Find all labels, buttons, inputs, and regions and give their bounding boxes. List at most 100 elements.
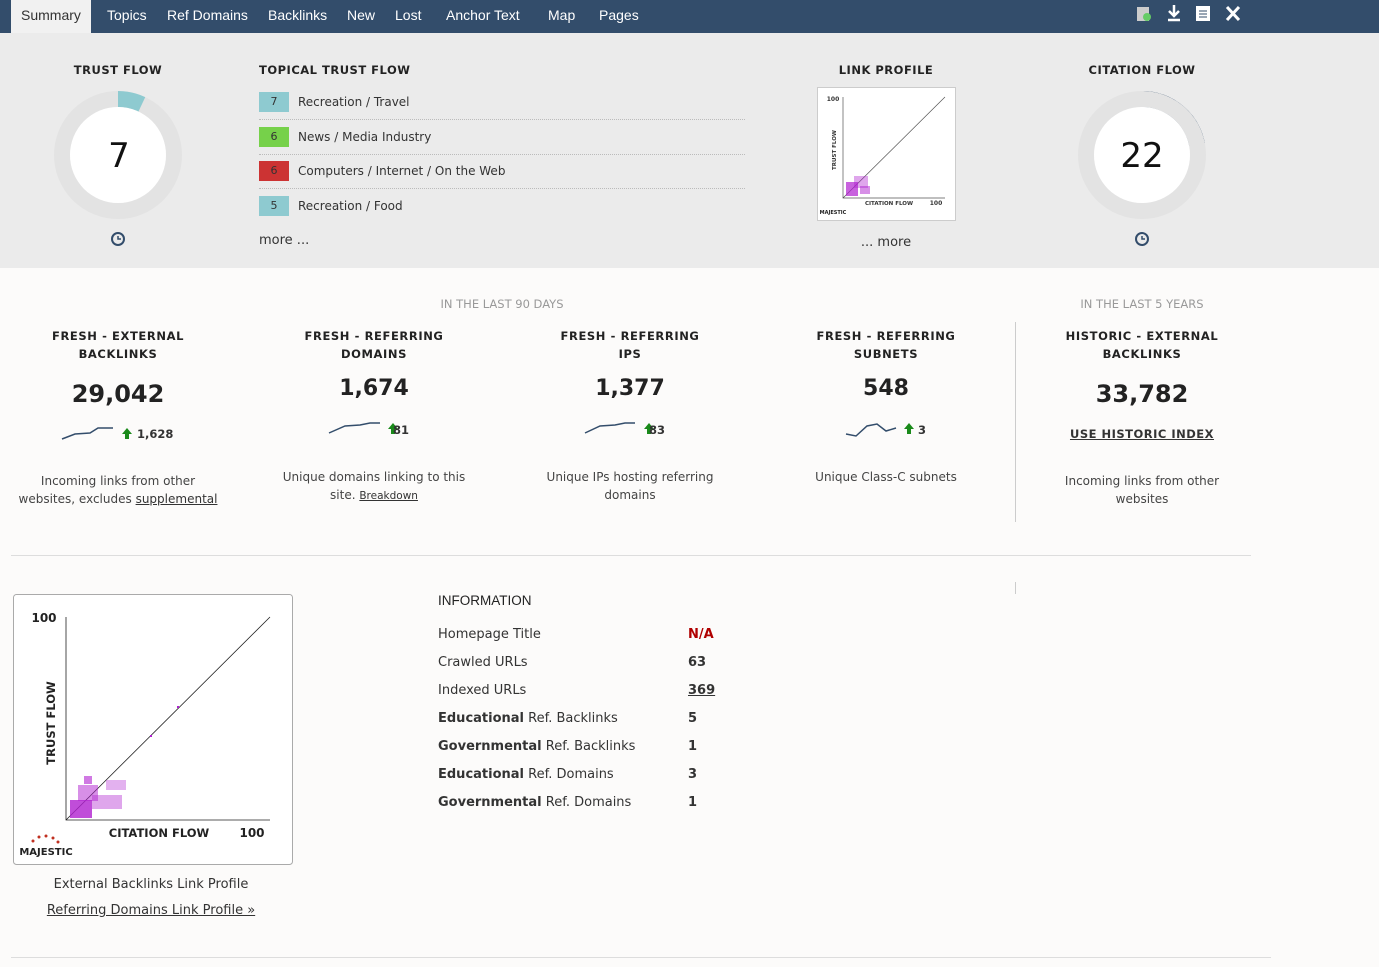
- stat-description: Incoming links from other websites, exclu…: [19, 472, 218, 508]
- info-label-text: Indexed URLs: [438, 683, 527, 698]
- stat-title-line: FRESH - REFERRING: [816, 329, 956, 343]
- stat-title-line: BACKLINKS: [1102, 347, 1182, 361]
- topic-score: 6: [259, 161, 289, 181]
- desc-text: Unique Class-C subnets: [815, 470, 957, 484]
- topic-label: News / Media Industry: [298, 129, 432, 144]
- separator: [259, 119, 745, 120]
- tab[interactable]: Lost: [395, 7, 422, 23]
- stat-description: Unique domains linking to this site. Brea…: [283, 468, 466, 505]
- info-label-bold: Governmental: [438, 795, 542, 810]
- stat-description: Incoming links from other websites: [1065, 472, 1219, 508]
- thumb-y-max: 100: [827, 96, 840, 103]
- sparkline: [328, 422, 380, 434]
- y-max: 100: [31, 611, 56, 625]
- nav-bar: Summary Topics Ref Domains Backlinks New…: [0, 0, 1379, 35]
- stat-title-line: FRESH - EXTERNAL: [52, 329, 184, 343]
- period-label: IN THE LAST 5 YEARS: [1080, 297, 1204, 311]
- chart-link[interactable]: Referring Domains Link Profile »: [46, 903, 256, 918]
- historic-link[interactable]: USE HISTORIC INDEX: [1069, 427, 1215, 441]
- info-label: Governmental Ref. Backlinks: [438, 739, 635, 754]
- tab[interactable]: Map: [548, 7, 576, 23]
- desc-link[interactable]: supplemental: [135, 492, 218, 506]
- chart-points: [70, 706, 179, 818]
- topic-score: 5: [259, 195, 289, 216]
- tab[interactable]: Pages: [599, 7, 639, 23]
- desc-link[interactable]: Breakdown: [359, 490, 418, 502]
- stat-title-line: FRESH - REFERRING: [560, 329, 700, 343]
- gauge-value: 7: [108, 136, 130, 176]
- gauge-title: TRUST FLOW: [73, 63, 163, 77]
- tab[interactable]: New: [347, 7, 376, 23]
- sparkline: [584, 422, 635, 434]
- stat-title-line: FRESH - REFERRING: [304, 329, 444, 343]
- topic-label: Computers / Internet / On the Web: [298, 164, 506, 178]
- info-label-text: Ref. Backlinks: [541, 739, 636, 754]
- tools-icon[interactable]: [1225, 5, 1241, 22]
- section-title: TOPICAL TRUST FLOW: [259, 63, 411, 77]
- stat-change: 3: [918, 423, 927, 437]
- desc-line: domains: [547, 486, 714, 504]
- stat-title: FRESH - EXTERNAL BACKLINKS: [52, 327, 184, 363]
- tab[interactable]: Anchor Text: [446, 7, 520, 23]
- topic-score: 7: [259, 92, 289, 112]
- desc-line: websites: [1115, 492, 1169, 506]
- thumb-x-max: 100: [930, 200, 943, 207]
- desc-line: Unique domains linking to this: [283, 468, 466, 486]
- stat-description: Unique Class-C subnets: [815, 468, 957, 486]
- info-label: Crawled URLs: [438, 655, 528, 670]
- gauge-arc: [117, 91, 146, 112]
- tab[interactable]: Topics: [107, 7, 147, 23]
- info-value: 3: [688, 767, 698, 782]
- stat-value: 1,674: [339, 376, 409, 401]
- tab[interactable]: Ref Domains: [167, 7, 248, 23]
- stat-title-line: BACKLINKS: [78, 347, 158, 361]
- gauge-value: 22: [1120, 136, 1164, 176]
- info-label: Homepage Title: [438, 627, 541, 642]
- info-value: N/A: [688, 627, 714, 642]
- download-icon[interactable]: [1168, 5, 1180, 22]
- desc-line: site. Breakdown: [283, 486, 466, 505]
- desc-text: websites, excludes: [18, 492, 136, 506]
- gauge-center: [1094, 107, 1190, 203]
- x-label: CITATION FLOW: [109, 826, 210, 840]
- desc-line: Incoming links from other: [19, 472, 218, 490]
- chart-caption: External Backlinks Link Profile: [53, 877, 249, 892]
- stat-title: FRESH - REFERRING IPS: [561, 327, 700, 363]
- desc-text: Unique IPs hosting referring: [546, 470, 714, 484]
- desc-line: Incoming links from other: [1064, 474, 1220, 488]
- info-value: 1: [688, 795, 698, 810]
- desc-line: websites, excludes supplemental: [19, 490, 218, 508]
- desc-text: domains: [604, 488, 656, 502]
- info-label-bold: Governmental: [438, 739, 542, 754]
- thumb-brand: MAJESTIC: [820, 210, 847, 216]
- history-icon[interactable]: [111, 232, 125, 246]
- separator: [259, 153, 745, 155]
- separator: [259, 188, 745, 189]
- tab[interactable]: Backlinks: [268, 7, 328, 23]
- gauge-title: CITATION FLOW: [1088, 63, 1196, 77]
- chart-axes: [65, 616, 271, 821]
- info-label-text: Ref. Domains: [541, 795, 632, 810]
- info-value[interactable]: 369: [688, 683, 716, 698]
- topic-score: 6: [259, 126, 289, 147]
- info-value: 1: [688, 739, 698, 754]
- more-link[interactable]: ... more: [860, 235, 912, 250]
- stat-change: 1,628: [137, 427, 174, 441]
- history-icon[interactable]: [1135, 232, 1149, 246]
- more-link[interactable]: more ...: [259, 233, 310, 248]
- info-value: 5: [688, 711, 698, 726]
- topic-label: Recreation / Travel: [298, 95, 410, 109]
- tab[interactable]: Summary: [11, 0, 91, 35]
- thumb-x-label: CITATION FLOW: [865, 201, 913, 207]
- info-label-text: Ref. Backlinks: [524, 711, 618, 726]
- info-label-bold: Educational: [438, 767, 525, 782]
- brand: MAJESTIC: [19, 847, 72, 858]
- stat-title: FRESH - REFERRING SUBNETS: [817, 327, 956, 363]
- info-label-text: Ref. Domains: [524, 767, 614, 782]
- info-label-text: Homepage Title: [438, 627, 541, 642]
- up-arrows: [122, 423, 914, 439]
- stat-value: 33,782: [1095, 380, 1189, 408]
- stat-value: 29,042: [71, 380, 165, 408]
- x-max: 100: [239, 826, 264, 840]
- thumb-axes: [842, 96, 946, 199]
